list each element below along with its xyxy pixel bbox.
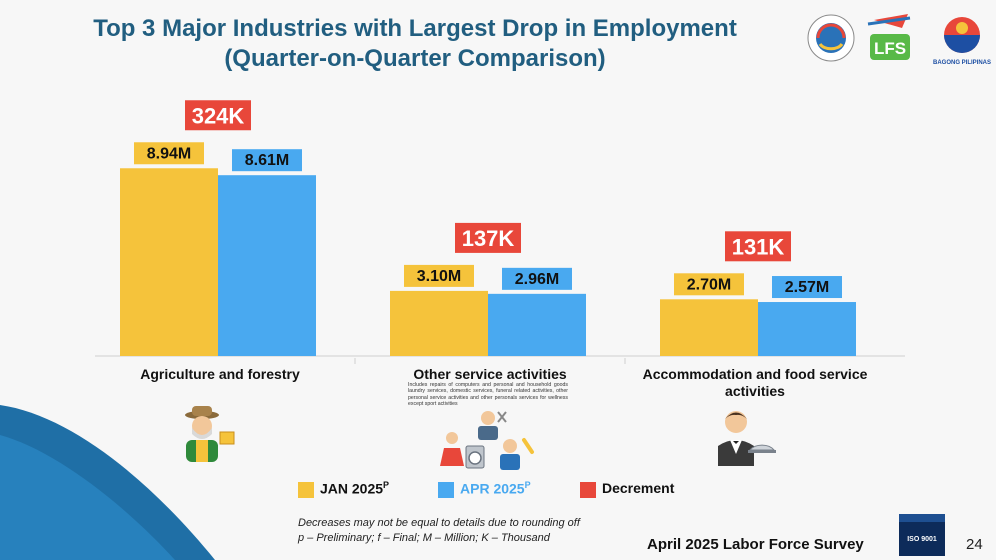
title-line-1: Top 3 Major Industries with Largest Drop… — [93, 15, 737, 42]
data-label-jan-agriculture: 8.94M — [147, 145, 191, 162]
bar-apr-agriculture — [218, 175, 316, 356]
footnote-line-1: Decreases may not be equal to details du… — [298, 517, 580, 529]
bar-jan-accommodation — [660, 299, 758, 356]
legend-label-decrement: Decrement — [602, 480, 675, 496]
svg-text:BAGONG PILIPINAS: BAGONG PILIPINAS — [933, 60, 991, 66]
legend-label-jan: JAN 2025P — [320, 480, 390, 497]
legend-swatch-decrement — [580, 482, 596, 498]
psa-logo — [807, 14, 855, 62]
data-label-box-jan-accommodation — [674, 273, 744, 296]
waiter-icon — [718, 411, 776, 466]
bar-jan-other-services — [390, 290, 488, 356]
category-description-other-services: Includes repairs of computers and person… — [408, 382, 568, 407]
bar-jan-agriculture — [120, 168, 218, 356]
legend-label-apr: APR 2025P — [460, 480, 531, 497]
page-number: 24 — [966, 536, 983, 553]
data-label-jan-accommodation: 2.70M — [687, 276, 731, 293]
decrement-label-agriculture: 324K — [192, 103, 245, 128]
data-label-box-jan-other-services — [404, 264, 474, 287]
category-label-agriculture: Agriculture and forestry — [140, 366, 300, 382]
iso-label: ISO 9001 — [907, 536, 937, 543]
category-label-accommodation-line-1: Accommodation and food service — [642, 366, 868, 382]
decrement-box-other-services — [455, 222, 521, 253]
service-workers-icon — [440, 411, 534, 470]
data-label-box-jan-agriculture — [134, 142, 204, 165]
category-label-accommodation-line-2: activities — [725, 383, 785, 399]
page-title: Top 3 Major Industries with Largest Drop… — [40, 14, 790, 74]
data-label-box-apr-accommodation — [772, 276, 842, 299]
legend-swatch-apr — [438, 482, 454, 498]
category-label-other-services: Other service activities — [413, 366, 567, 382]
legend-swatch-jan — [298, 482, 314, 498]
bar-apr-other-services — [488, 293, 586, 356]
data-label-box-apr-agriculture — [232, 149, 302, 172]
bar-apr-accommodation — [758, 302, 856, 356]
iso-badge: ISO 9001 — [899, 514, 945, 556]
logo-group: LFS BAGONG PILIPINAS — [806, 8, 992, 70]
decrement-box-agriculture — [185, 100, 251, 131]
decrement-label-other-services: 137K — [462, 226, 515, 251]
data-label-apr-other-services: 2.96M — [515, 271, 559, 288]
svg-text:LFS: LFS — [874, 39, 906, 58]
decrement-box-accommodation — [725, 231, 791, 262]
bagong-pilipinas-logo: BAGONG PILIPINAS — [933, 17, 991, 66]
farmer-icon — [185, 406, 235, 462]
data-label-apr-accommodation: 2.57M — [785, 279, 829, 296]
footnote: Decreases may not be equal to details du… — [298, 516, 580, 546]
decorative-wave — [0, 405, 215, 560]
data-label-jan-other-services: 3.10M — [417, 268, 461, 285]
data-label-apr-agriculture: 8.61M — [245, 152, 289, 169]
data-label-box-apr-other-services — [502, 267, 572, 290]
lfs-logo: LFS — [867, 14, 911, 60]
survey-title: April 2025 Labor Force Survey — [647, 536, 864, 553]
category-label-accommodation: Accommodation and food service activitie… — [625, 366, 885, 400]
footnote-line-2: p – Preliminary; f – Final; M – Million;… — [298, 532, 550, 544]
title-line-2: (Quarter-on-Quarter Comparison) — [224, 45, 606, 72]
decrement-label-accommodation: 131K — [732, 234, 785, 259]
